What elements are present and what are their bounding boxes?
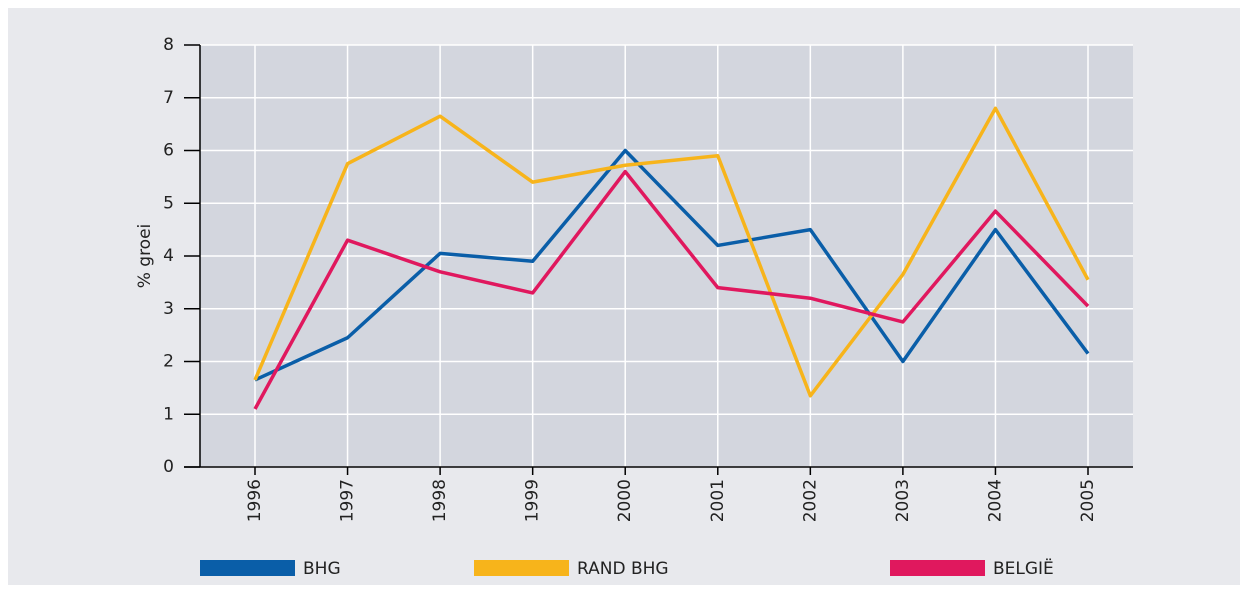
legend-label: RAND BHG: [577, 559, 669, 579]
x-tick-label: 2001: [708, 479, 728, 522]
series-line: [253, 106, 1090, 398]
x-tick-label: 2003: [893, 479, 913, 522]
y-tick-label: 6: [163, 141, 174, 161]
legend-swatch: [474, 560, 569, 576]
legend-swatch: [890, 560, 985, 576]
x-tick-label: 2005: [1078, 479, 1098, 522]
x-tick-label: 2004: [985, 479, 1005, 522]
y-tick-label: 8: [163, 35, 174, 55]
x-tick-label: 1997: [338, 479, 358, 522]
x-tick-label: 2002: [800, 479, 820, 522]
x-tick-label: 1999: [523, 479, 543, 522]
y-tick-label: 3: [163, 299, 174, 319]
legend-label: BELGIË: [993, 558, 1054, 579]
y-tick-label: 4: [163, 246, 174, 266]
y-tick-label: 5: [163, 193, 174, 213]
y-tick-label: 0: [163, 457, 174, 477]
legend-swatch: [200, 560, 295, 576]
legend-label: BHG: [303, 559, 341, 579]
y-tick-label: 1: [163, 404, 174, 424]
series-line: [253, 169, 1090, 410]
x-tick-label: 2000: [615, 479, 635, 522]
x-tick-label: 1998: [430, 479, 450, 522]
y-axis-label: % groei: [135, 224, 155, 289]
y-tick-label: 2: [163, 352, 174, 372]
x-tick-label: 1996: [245, 479, 265, 522]
series-line: [254, 148, 1090, 382]
y-tick-label: 7: [163, 88, 174, 108]
